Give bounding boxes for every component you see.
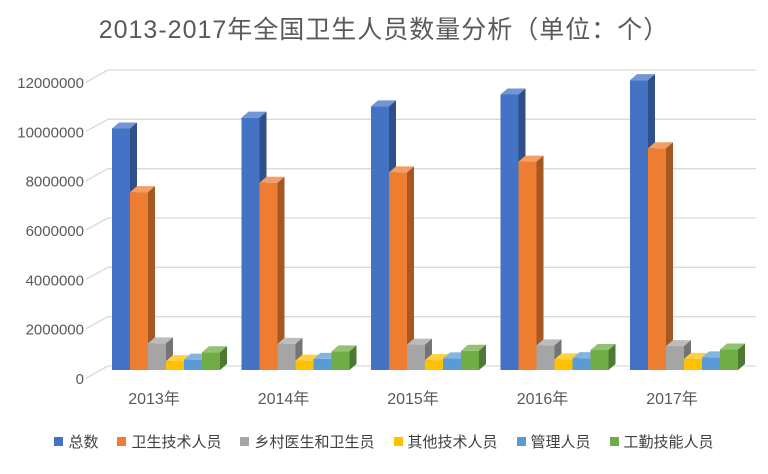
bar-卫生技术人员 — [259, 176, 285, 370]
y-axis-tick-label: 12000000 — [17, 75, 84, 92]
legend-swatch-icon — [240, 437, 250, 446]
x-axis-tick-label: 2013年 — [128, 390, 180, 408]
y-gridline — [85, 118, 756, 132]
bar-工勤技能人员 — [331, 345, 357, 370]
x-axis-tick-label: 2017年 — [646, 390, 698, 408]
y-axis-tick-label: 8000000 — [26, 174, 84, 191]
bar-工勤技能人员 — [590, 344, 616, 370]
legend-swatch-icon — [117, 437, 127, 446]
bar-卫生技术人员 — [130, 186, 155, 370]
legend-item-乡村医生和卫生员: 乡村医生和卫生员 — [240, 431, 375, 452]
legend-label: 总数 — [68, 434, 99, 451]
bar-group-2013年 — [112, 122, 227, 370]
legend-swatch-icon — [54, 437, 64, 446]
legend-label: 其他技术人员 — [407, 434, 498, 451]
x-axis-tick-label: 2015年 — [387, 390, 439, 408]
bar-group-2017年 — [630, 74, 745, 371]
bar-group-2014年 — [241, 111, 357, 370]
legend-item-总数: 总数 — [54, 431, 98, 452]
legend-item-工勤技能人员: 工勤技能人员 — [609, 431, 714, 452]
legend-item-其他技术人员: 其他技术人员 — [393, 431, 498, 452]
legend-swatch-icon — [516, 437, 526, 446]
legend-label: 工勤技能人员 — [623, 434, 714, 451]
x-axis-tick-label: 2014年 — [258, 390, 310, 408]
legend-swatch-icon — [609, 437, 619, 446]
y-axis-tick-label: 4000000 — [26, 272, 84, 289]
y-axis-tick-label: 10000000 — [17, 124, 84, 141]
chart-legend: 总数 卫生技术人员 乡村医生和卫生员 其他技术人员 管理人员 工勤技能人员 — [0, 431, 768, 452]
bar-卫生技术人员 — [518, 155, 544, 370]
legend-item-管理人员: 管理人员 — [516, 431, 591, 452]
y-gridline — [85, 69, 756, 83]
x-axis-tick-label: 2016年 — [517, 390, 569, 408]
bar-工勤技能人员 — [461, 344, 486, 370]
y-axis-tick-label: 6000000 — [26, 223, 84, 240]
legend-swatch-icon — [393, 437, 403, 446]
legend-label: 管理人员 — [530, 434, 591, 451]
bar-卫生技术人员 — [648, 142, 673, 370]
legend-item-卫生技术人员: 卫生技术人员 — [117, 431, 221, 452]
bar-工勤技能人员 — [720, 343, 745, 370]
legend-label: 乡村医生和卫生员 — [254, 434, 375, 451]
legend-label: 卫生技术人员 — [131, 434, 222, 451]
chart-title: 2013-2017年全国卫生人员数量分析（单位：个） — [98, 16, 670, 44]
y-axis-tick-label: 2000000 — [26, 322, 84, 339]
bar-卫生技术人员 — [389, 166, 414, 370]
bar-group-2015年 — [371, 100, 486, 371]
bar-工勤技能人员 — [202, 346, 227, 370]
bar-group-2016年 — [500, 88, 616, 371]
y-axis-tick-label: 0 — [76, 371, 84, 388]
